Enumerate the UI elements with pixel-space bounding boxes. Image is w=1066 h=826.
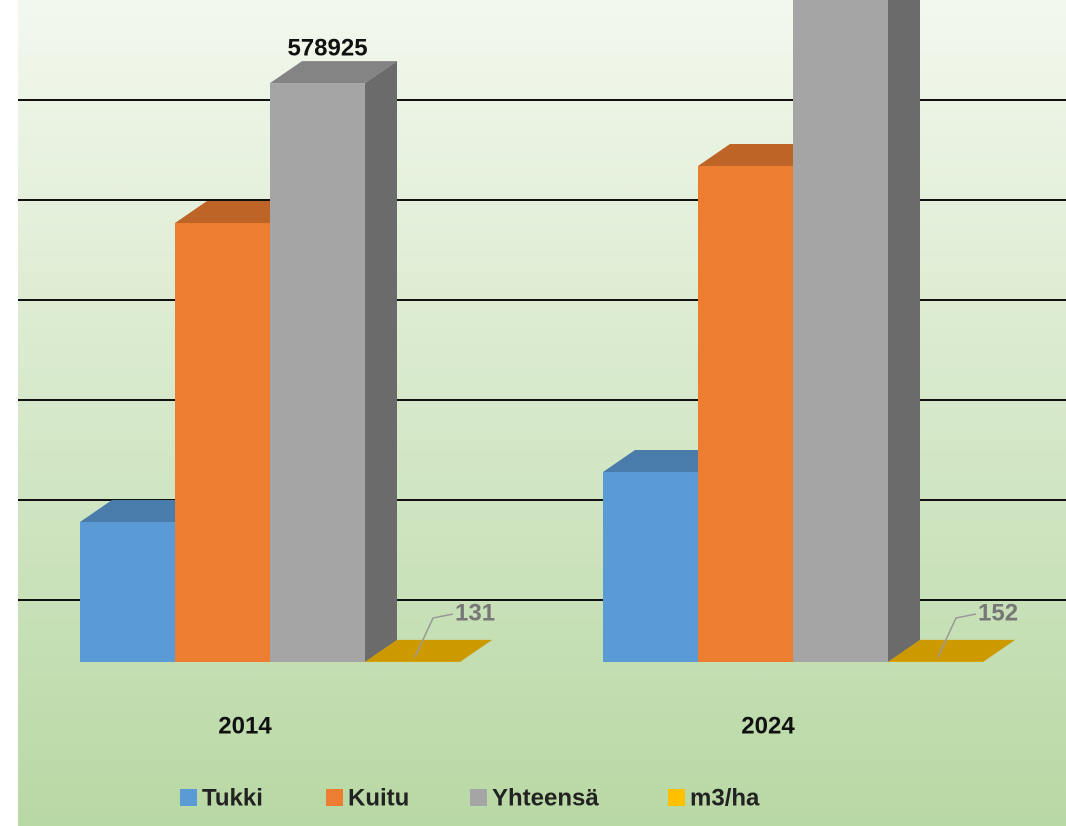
bar-front (175, 223, 270, 662)
bar-side (365, 61, 397, 662)
bar-front (80, 522, 175, 662)
bar-side (460, 639, 492, 662)
bar-top (365, 639, 492, 662)
x-tick-label: 2014 (218, 712, 272, 739)
bar-front (793, 0, 888, 663)
x-tick-label: 2024 (741, 712, 795, 739)
legend-swatch (668, 789, 685, 806)
legend-label: m3/ha (690, 784, 760, 811)
bar-front (270, 83, 365, 662)
bar (888, 639, 1015, 662)
legend-swatch (326, 789, 343, 806)
bar-side (983, 639, 1015, 662)
legend-swatch (470, 789, 487, 806)
bar (270, 61, 397, 662)
bar (365, 639, 492, 662)
leader-line (414, 613, 454, 658)
bar-front (603, 472, 698, 662)
legend-label: Tukki (202, 784, 263, 811)
legend-label: Yhteensä (492, 784, 599, 811)
bar-front (698, 166, 793, 662)
bar-top (270, 61, 397, 84)
bar-top (888, 639, 1015, 662)
data-label: 578925 (287, 34, 367, 61)
legend-label: Kuitu (348, 784, 409, 811)
bar (793, 0, 920, 663)
data-label: 131 (455, 599, 495, 626)
data-label: 152 (978, 599, 1018, 626)
legend-swatch (180, 789, 197, 806)
bar-side (888, 0, 920, 662)
leader-line (937, 613, 977, 658)
